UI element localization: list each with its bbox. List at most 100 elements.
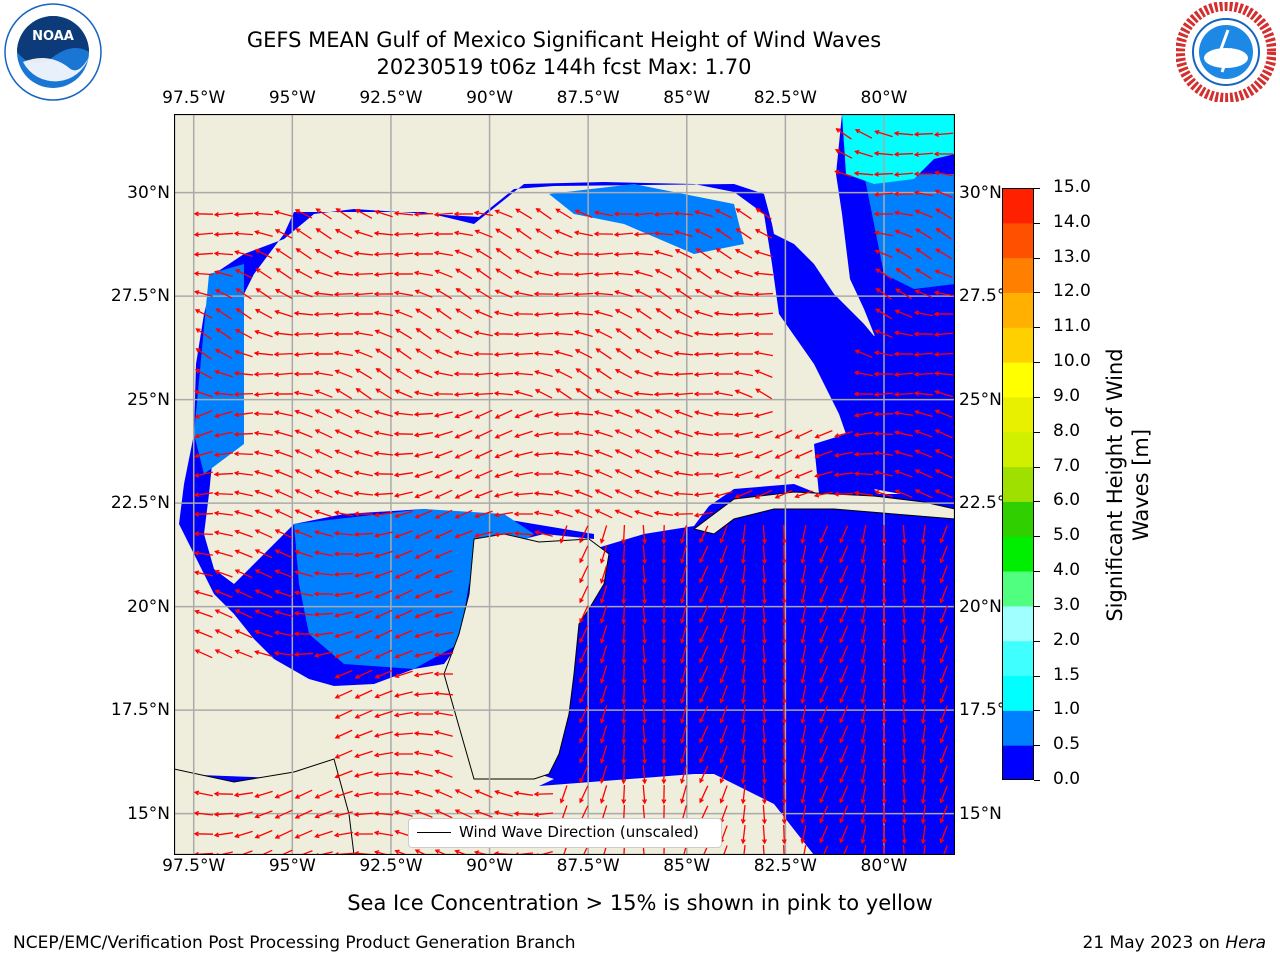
wave-arrow-head — [353, 812, 359, 817]
wave-arrow-head — [860, 578, 866, 585]
wave-arrow-head — [875, 308, 881, 314]
wave-direction-arrow — [883, 644, 885, 664]
wave-arrow-head — [699, 678, 704, 684]
wave-direction-arrow — [600, 745, 608, 763]
wave-arrow-head — [275, 268, 281, 273]
wave-direction-arrow — [762, 784, 766, 804]
wave-arrow-head — [373, 430, 380, 436]
wave-arrow-head — [794, 454, 800, 459]
wave-direction-arrow — [714, 352, 734, 356]
wave-direction-arrow — [622, 624, 626, 644]
wave-direction-arrow — [515, 430, 533, 438]
wave-direction-arrow — [335, 729, 353, 739]
wave-arrow-head — [334, 369, 340, 375]
wave-direction-arrow — [742, 824, 746, 844]
wave-arrow-head — [194, 413, 200, 419]
wave-direction-arrow — [335, 250, 353, 258]
wave-direction-arrow — [194, 552, 214, 556]
wave-direction-arrow — [215, 629, 233, 639]
wave-direction-arrow — [579, 605, 589, 623]
wave-direction-arrow — [375, 411, 393, 417]
wave-arrow-head — [473, 371, 479, 377]
wave-direction-arrow — [394, 452, 414, 456]
wave-arrow-head — [333, 612, 340, 618]
wave-arrow-head — [839, 758, 845, 764]
wave-arrow-head — [254, 509, 260, 515]
wave-direction-arrow — [556, 208, 572, 220]
wave-direction-arrow — [234, 453, 254, 455]
wave-direction-arrow — [516, 228, 532, 240]
wave-arrow-head — [394, 594, 400, 599]
wave-direction-arrow — [861, 545, 867, 563]
wave-arrow-head — [800, 818, 806, 825]
wave-arrow-head — [414, 513, 420, 519]
wave-arrow-head — [274, 569, 280, 575]
wave-arrow-head — [454, 809, 460, 814]
wave-arrow-head — [493, 532, 499, 537]
wave-direction-arrow — [861, 785, 867, 803]
wave-arrow-head — [621, 639, 627, 645]
wave-arrow-head — [939, 678, 945, 684]
wave-direction-arrow — [699, 665, 709, 683]
wave-arrow-head — [901, 779, 907, 785]
wave-arrow-head — [839, 538, 845, 544]
wave-direction-arrow — [762, 624, 766, 644]
wave-direction-arrow — [642, 764, 646, 784]
wave-arrow-head — [599, 538, 605, 544]
wave-arrow-head — [933, 311, 939, 317]
wave-arrow-head — [194, 453, 200, 459]
wave-direction-arrow — [395, 549, 413, 559]
wave-arrow-head — [654, 449, 660, 455]
wave-direction-arrow — [575, 231, 593, 237]
wave-arrow-head — [853, 490, 860, 496]
lat-tick-label: 30°N — [127, 182, 170, 203]
wave-direction-arrow — [720, 665, 728, 683]
wave-direction-arrow — [435, 731, 453, 737]
wave-direction-arrow — [435, 489, 453, 499]
wave-direction-arrow — [762, 724, 766, 744]
wave-direction-arrow — [755, 388, 773, 400]
wave-arrow-head — [673, 350, 679, 356]
wave-direction-arrow — [194, 512, 214, 516]
colorbar-bands — [1002, 188, 1034, 781]
wave-arrow-head — [661, 779, 667, 785]
wave-direction-arrow — [315, 409, 333, 419]
wave-arrow-head — [393, 252, 399, 257]
wave-arrow-head — [819, 818, 824, 824]
lat-tick-label: 20°N — [127, 596, 170, 617]
wave-direction-arrow — [896, 268, 912, 280]
wave-arrow-head — [740, 738, 746, 745]
wave-direction-arrow — [615, 290, 633, 298]
wave-direction-arrow — [634, 232, 654, 236]
wave-direction-arrow — [395, 811, 413, 817]
wave-arrow-head — [579, 658, 584, 664]
wave-direction-arrow — [495, 450, 513, 458]
wave-arrow-head — [233, 211, 239, 217]
wave-arrow-head — [634, 369, 640, 375]
wave-direction-arrow — [839, 745, 849, 763]
wave-arrow-head — [920, 838, 926, 845]
wave-arrow-head — [695, 268, 701, 273]
wave-arrow-head — [654, 469, 660, 475]
wave-direction-arrow — [680, 685, 688, 703]
wave-arrow-head — [214, 629, 220, 634]
colorbar-tick-mark — [1034, 222, 1040, 224]
wave-arrow-head — [599, 738, 605, 744]
wave-arrow-head — [699, 538, 704, 544]
lon-tick-label: 95°W — [268, 856, 316, 876]
wave-arrow-head — [574, 349, 581, 354]
wave-direction-arrow — [314, 312, 334, 316]
wave-arrow-head — [579, 618, 584, 624]
wave-direction-arrow — [435, 450, 453, 458]
wave-arrow-head — [661, 599, 667, 605]
wave-arrow-head — [533, 311, 539, 317]
wave-direction-arrow — [839, 785, 849, 803]
wave-arrow-head — [393, 290, 400, 296]
wave-direction-arrow — [534, 332, 554, 336]
wave-arrow-head — [893, 130, 899, 136]
wave-arrow-head — [699, 598, 704, 604]
wave-direction-arrow — [475, 230, 493, 238]
wave-arrow-head — [314, 249, 321, 254]
wave-direction-arrow — [622, 644, 626, 664]
wave-direction-arrow — [854, 492, 874, 496]
